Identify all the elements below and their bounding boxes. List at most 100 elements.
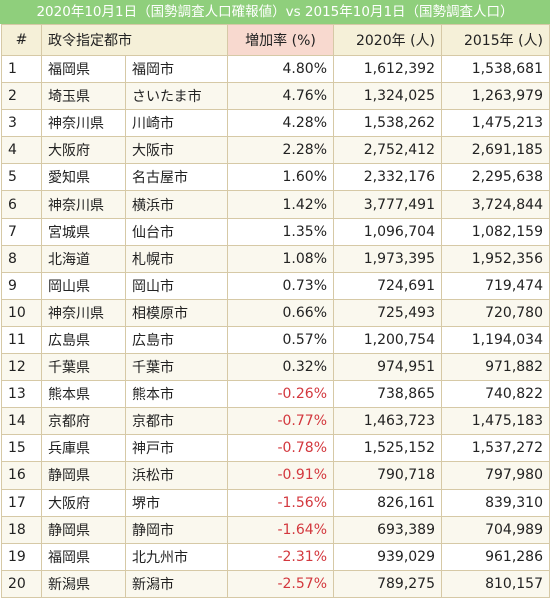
population-2020-cell: 2,752,412: [333, 136, 442, 165]
row-number-cell: 11: [1, 325, 42, 355]
header-row: # 政令指定都市 増加率 (%) 2020年 (人) 2015年 (人): [1, 24, 550, 56]
population-2015-cell: 1,194,034: [441, 325, 550, 355]
table-row: 18 静岡県 静岡市 -1.64% 693,389 704,989: [1, 515, 550, 544]
prefecture-cell: 新潟県: [41, 569, 126, 598]
row-number-cell: 8: [1, 244, 42, 273]
population-2020-cell: 1,612,392: [333, 54, 442, 84]
growth-rate-cell: 1.35%: [227, 217, 334, 246]
growth-rate-cell: -1.56%: [227, 488, 334, 517]
population-2020-cell: 2,332,176: [333, 163, 442, 192]
table-row: 19 福岡県 北九州市 -2.31% 939,029 961,286: [1, 542, 550, 571]
population-table: # 政令指定都市 増加率 (%) 2020年 (人) 2015年 (人) 1 福岡…: [1, 24, 550, 598]
population-2015-cell: 1,538,681: [441, 54, 550, 84]
row-number-cell: 13: [1, 380, 42, 409]
growth-rate-cell: -1.64%: [227, 515, 334, 544]
header-population-2020[interactable]: 2020年 (人): [333, 24, 442, 56]
row-number-cell: 6: [1, 190, 42, 219]
population-2020-cell: 974,951: [333, 353, 442, 382]
table-title-banner: 2020年10月1日（国勢調査人口確報値）vs 2015年10月1日（国勢調査人…: [0, 0, 550, 24]
population-2020-cell: 939,029: [333, 542, 442, 571]
population-2015-cell: 971,882: [441, 353, 550, 382]
row-number-cell: 15: [1, 434, 42, 463]
growth-rate-cell: 1.08%: [227, 244, 334, 273]
row-number-cell: 16: [1, 461, 42, 490]
population-2020-cell: 826,161: [333, 488, 442, 517]
table-row: 16 静岡県 浜松市 -0.91% 790,718 797,980: [1, 461, 550, 490]
row-number-cell: 18: [1, 515, 42, 544]
city-cell: 熊本市: [125, 380, 228, 409]
table-row: 14 京都府 京都市 -0.77% 1,463,723 1,475,183: [1, 407, 550, 436]
growth-rate-cell: 2.28%: [227, 136, 334, 165]
city-cell: 静岡市: [125, 515, 228, 544]
growth-rate-cell: -0.26%: [227, 380, 334, 409]
growth-rate-cell: -0.91%: [227, 461, 334, 490]
city-cell: 神戸市: [125, 434, 228, 463]
prefecture-cell: 大阪府: [41, 136, 126, 165]
row-number-cell: 7: [1, 217, 42, 246]
growth-rate-cell: 0.66%: [227, 298, 334, 327]
population-2020-cell: 1,096,704: [333, 217, 442, 246]
growth-rate-cell: -2.31%: [227, 542, 334, 571]
population-2020-cell: 1,525,152: [333, 434, 442, 463]
table-row: 8 北海道 札幌市 1.08% 1,973,395 1,952,356: [1, 244, 550, 273]
population-2015-cell: 1,263,979: [441, 82, 550, 111]
growth-rate-cell: 0.57%: [227, 325, 334, 355]
row-number-cell: 1: [1, 54, 42, 84]
prefecture-cell: 福岡県: [41, 54, 126, 84]
population-2015-cell: 719,474: [441, 271, 550, 300]
table-row: 11 広島県 広島市 0.57% 1,200,754 1,194,034: [1, 325, 550, 355]
population-2020-cell: 693,389: [333, 515, 442, 544]
population-2015-cell: 1,537,272: [441, 434, 550, 463]
row-number-cell: 3: [1, 109, 42, 138]
table-row: 6 神奈川県 横浜市 1.42% 3,777,491 3,724,844: [1, 190, 550, 219]
city-cell: 福岡市: [125, 54, 228, 84]
population-2020-cell: 1,463,723: [333, 407, 442, 436]
prefecture-cell: 神奈川県: [41, 190, 126, 219]
table-body: 1 福岡県 福岡市 4.80% 1,612,392 1,538,681 2 埼玉県 さいたま市 4…: [1, 54, 550, 598]
prefecture-cell: 広島県: [41, 325, 126, 355]
row-number-cell: 19: [1, 542, 42, 571]
city-cell: 名古屋市: [125, 163, 228, 192]
city-cell: 相模原市: [125, 298, 228, 327]
population-2020-cell: 1,324,025: [333, 82, 442, 111]
table-row: 5 愛知県 名古屋市 1.60% 2,332,176 2,295,638: [1, 163, 550, 192]
prefecture-cell: 静岡県: [41, 461, 126, 490]
population-2020-cell: 789,275: [333, 569, 442, 598]
growth-rate-cell: 1.60%: [227, 163, 334, 192]
city-cell: 浜松市: [125, 461, 228, 490]
table-row: 1 福岡県 福岡市 4.80% 1,612,392 1,538,681: [1, 54, 550, 84]
header-city[interactable]: 政令指定都市: [41, 24, 228, 56]
prefecture-cell: 神奈川県: [41, 109, 126, 138]
header-number[interactable]: #: [1, 24, 42, 56]
city-cell: 横浜市: [125, 190, 228, 219]
population-2015-cell: 1,475,213: [441, 109, 550, 138]
population-2015-cell: 961,286: [441, 542, 550, 571]
growth-rate-cell: 4.76%: [227, 82, 334, 111]
population-2020-cell: 1,200,754: [333, 325, 442, 355]
population-2015-cell: 810,157: [441, 569, 550, 598]
city-cell: 京都市: [125, 407, 228, 436]
city-cell: 札幌市: [125, 244, 228, 273]
table-row: 2 埼玉県 さいたま市 4.76% 1,324,025 1,263,979: [1, 82, 550, 111]
city-cell: 岡山市: [125, 271, 228, 300]
city-cell: 千葉市: [125, 353, 228, 382]
population-2015-cell: 1,475,183: [441, 407, 550, 436]
row-number-cell: 17: [1, 488, 42, 517]
prefecture-cell: 岡山県: [41, 271, 126, 300]
table-row: 4 大阪府 大阪市 2.28% 2,752,412 2,691,185: [1, 136, 550, 165]
population-2015-cell: 1,082,159: [441, 217, 550, 246]
growth-rate-cell: 0.32%: [227, 353, 334, 382]
population-2020-cell: 790,718: [333, 461, 442, 490]
header-growth-rate[interactable]: 増加率 (%): [227, 24, 334, 56]
header-population-2015[interactable]: 2015年 (人): [441, 24, 550, 56]
population-2020-cell: 724,691: [333, 271, 442, 300]
prefecture-cell: 熊本県: [41, 380, 126, 409]
growth-rate-cell: 0.73%: [227, 271, 334, 300]
prefecture-cell: 愛知県: [41, 163, 126, 192]
prefecture-cell: 宮城県: [41, 217, 126, 246]
table-row: 12 千葉県 千葉市 0.32% 974,951 971,882: [1, 353, 550, 382]
population-2015-cell: 740,822: [441, 380, 550, 409]
city-cell: 大阪市: [125, 136, 228, 165]
row-number-cell: 12: [1, 353, 42, 382]
table-row: 20 新潟県 新潟市 -2.57% 789,275 810,157: [1, 569, 550, 598]
